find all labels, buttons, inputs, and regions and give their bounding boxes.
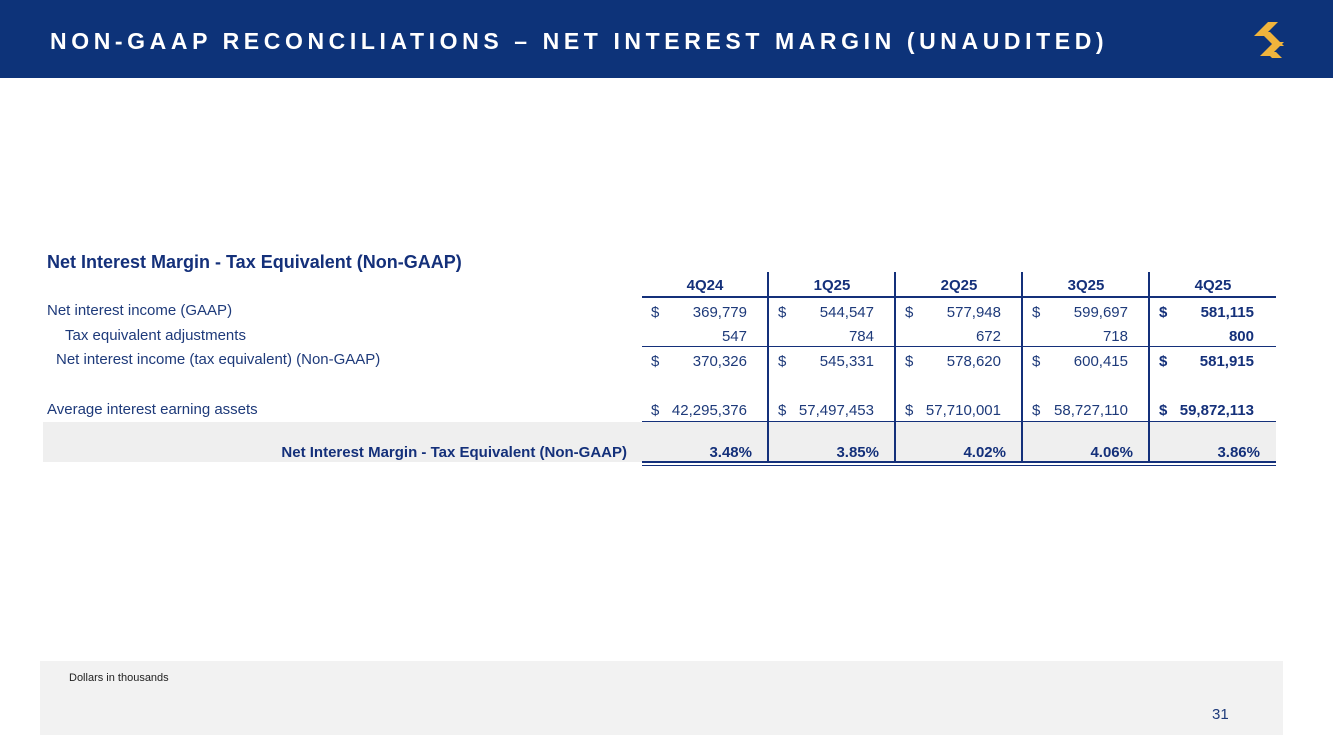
column-header-4q24: 4Q24 — [686, 277, 724, 294]
dollar-sign: $ — [778, 402, 787, 419]
dollar-sign: $ — [651, 402, 660, 419]
header-band: NON-GAAP RECONCILIATIONS – NET INTEREST … — [0, 0, 1333, 78]
cell-value: 369,779 — [692, 304, 747, 321]
cell-value: 58,727,110 — [1054, 402, 1128, 419]
cell-value: 57,497,453 — [798, 402, 874, 419]
footer-box — [40, 661, 1283, 735]
page-title: NON-GAAP RECONCILIATIONS – NET INTEREST … — [50, 28, 1109, 54]
cell-value: 544,547 — [819, 304, 874, 321]
dollar-sign: $ — [1159, 304, 1168, 321]
dollar-sign: $ — [1159, 353, 1168, 370]
cell-value: 581,115 — [1200, 304, 1254, 321]
cell-value: 578,620 — [946, 353, 1001, 370]
dollar-sign: $ — [651, 304, 660, 321]
cell-value: 547 — [721, 328, 747, 345]
cell-value: 3.85% — [836, 444, 879, 461]
cell-value: 4.02% — [963, 444, 1006, 461]
dollar-sign: $ — [1032, 304, 1041, 321]
row-label-tax-adjustments: Tax equivalent adjustments — [65, 327, 246, 344]
dollar-sign: $ — [778, 304, 787, 321]
cell-value: 59,872,113 — [1179, 402, 1254, 419]
column-divider — [1021, 272, 1023, 462]
cell-value: 57,710,001 — [925, 402, 1001, 419]
dollar-sign: $ — [905, 402, 914, 419]
cell-value: 577,948 — [946, 304, 1001, 321]
dollar-sign: $ — [778, 353, 787, 370]
dollar-sign: $ — [1159, 402, 1168, 419]
table-title: Net Interest Margin - Tax Equivalent (No… — [47, 252, 462, 272]
cell-value: 545,331 — [819, 353, 874, 370]
cell-value: 800 — [1228, 328, 1254, 345]
cell-value: 4.06% — [1090, 444, 1133, 461]
cell-value: 672 — [975, 328, 1001, 345]
header-underline — [642, 296, 1276, 298]
cell-value: 600,415 — [1073, 353, 1128, 370]
dollar-sign: $ — [1032, 402, 1041, 419]
row-label-net-interest-margin: Net Interest Margin - Tax Equivalent (No… — [281, 444, 627, 461]
double-underline-top — [642, 461, 1276, 463]
column-header-2q25: 2Q25 — [940, 277, 978, 294]
nim-row-background — [43, 422, 1276, 462]
column-header-3q25: 3Q25 — [1067, 277, 1105, 294]
footnote: Dollars in thousands — [69, 672, 169, 684]
row-label-net-interest-income-te: Net interest income (tax equivalent) (No… — [56, 351, 381, 368]
cell-value: 3.86% — [1217, 444, 1260, 461]
column-divider — [894, 272, 896, 462]
assets-underline — [642, 421, 1276, 422]
cell-value: 599,697 — [1073, 304, 1128, 321]
row-label-avg-earning-assets: Average interest earning assets — [47, 401, 258, 418]
cell-value: 784 — [848, 328, 874, 345]
cell-value: 370,326 — [692, 353, 747, 370]
cell-value: 718 — [1102, 328, 1128, 345]
column-header-4q25: 4Q25 — [1194, 277, 1232, 294]
double-underline-bottom — [642, 465, 1276, 466]
dollar-sign: $ — [1032, 353, 1041, 370]
page-number: 31 — [1212, 706, 1229, 723]
company-logo-icon — [1254, 22, 1284, 58]
dollar-sign: $ — [905, 353, 914, 370]
subtotal-line — [642, 346, 1276, 347]
row-label-net-interest-income: Net interest income (GAAP) — [47, 302, 233, 319]
column-divider — [1148, 272, 1150, 462]
column-divider — [767, 272, 769, 462]
cell-value: 42,295,376 — [671, 402, 747, 419]
dollar-sign: $ — [651, 353, 660, 370]
dollar-sign: $ — [905, 304, 914, 321]
column-header-1q25: 1Q25 — [813, 277, 851, 294]
cell-value: 3.48% — [709, 444, 752, 461]
cell-value: 581,915 — [1199, 353, 1254, 370]
